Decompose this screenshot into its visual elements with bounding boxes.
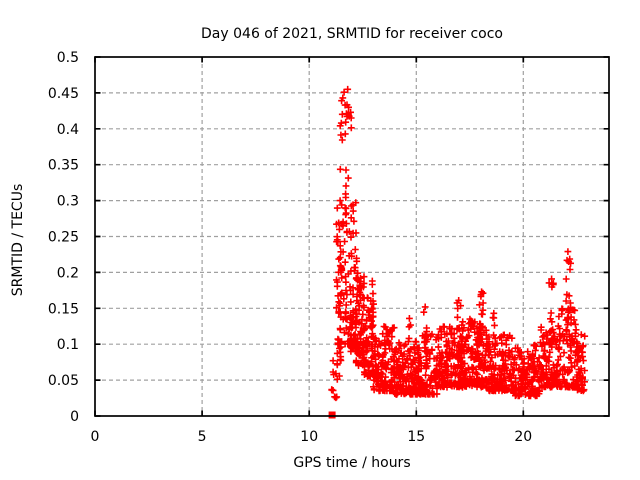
x-axis-label: GPS time / hours	[293, 455, 410, 471]
x-tick-label: 5	[198, 429, 207, 445]
chart-title: Day 046 of 2021, SRMTID for receiver coc…	[201, 26, 503, 42]
y-tick-label: 0.2	[57, 265, 79, 281]
grid-lines	[95, 57, 609, 416]
y-tick-label: 0.4	[57, 122, 79, 138]
y-tick-label: 0.25	[48, 230, 79, 246]
x-tick-label: 20	[514, 429, 532, 445]
scatter-plus-markers	[328, 85, 589, 402]
y-tick-label: 0.1	[57, 337, 79, 353]
x-tick-label: 15	[407, 429, 425, 445]
y-tick-label: 0.3	[57, 194, 79, 210]
y-axis-label: SRMTID / TECUs	[10, 184, 26, 297]
y-tick-label: 0.5	[57, 50, 79, 66]
zero-point-marker	[328, 411, 336, 419]
y-tick-label: 0.35	[48, 158, 79, 174]
y-tick-label: 0.15	[48, 301, 79, 317]
data-points	[328, 85, 589, 419]
y-tick-label: 0	[70, 409, 79, 425]
x-tick-label: 0	[91, 429, 100, 445]
tick-labels: 0 5 10 15 20 0 0.05 0.1 0.15 0.2 0.25 0.3 0.35 0.4 0.4…	[48, 50, 532, 445]
x-tick-label: 10	[300, 429, 318, 445]
axes-border	[94, 56, 610, 417]
y-tick-label: 0.05	[48, 373, 79, 389]
y-tick-label: 0.45	[48, 86, 79, 102]
